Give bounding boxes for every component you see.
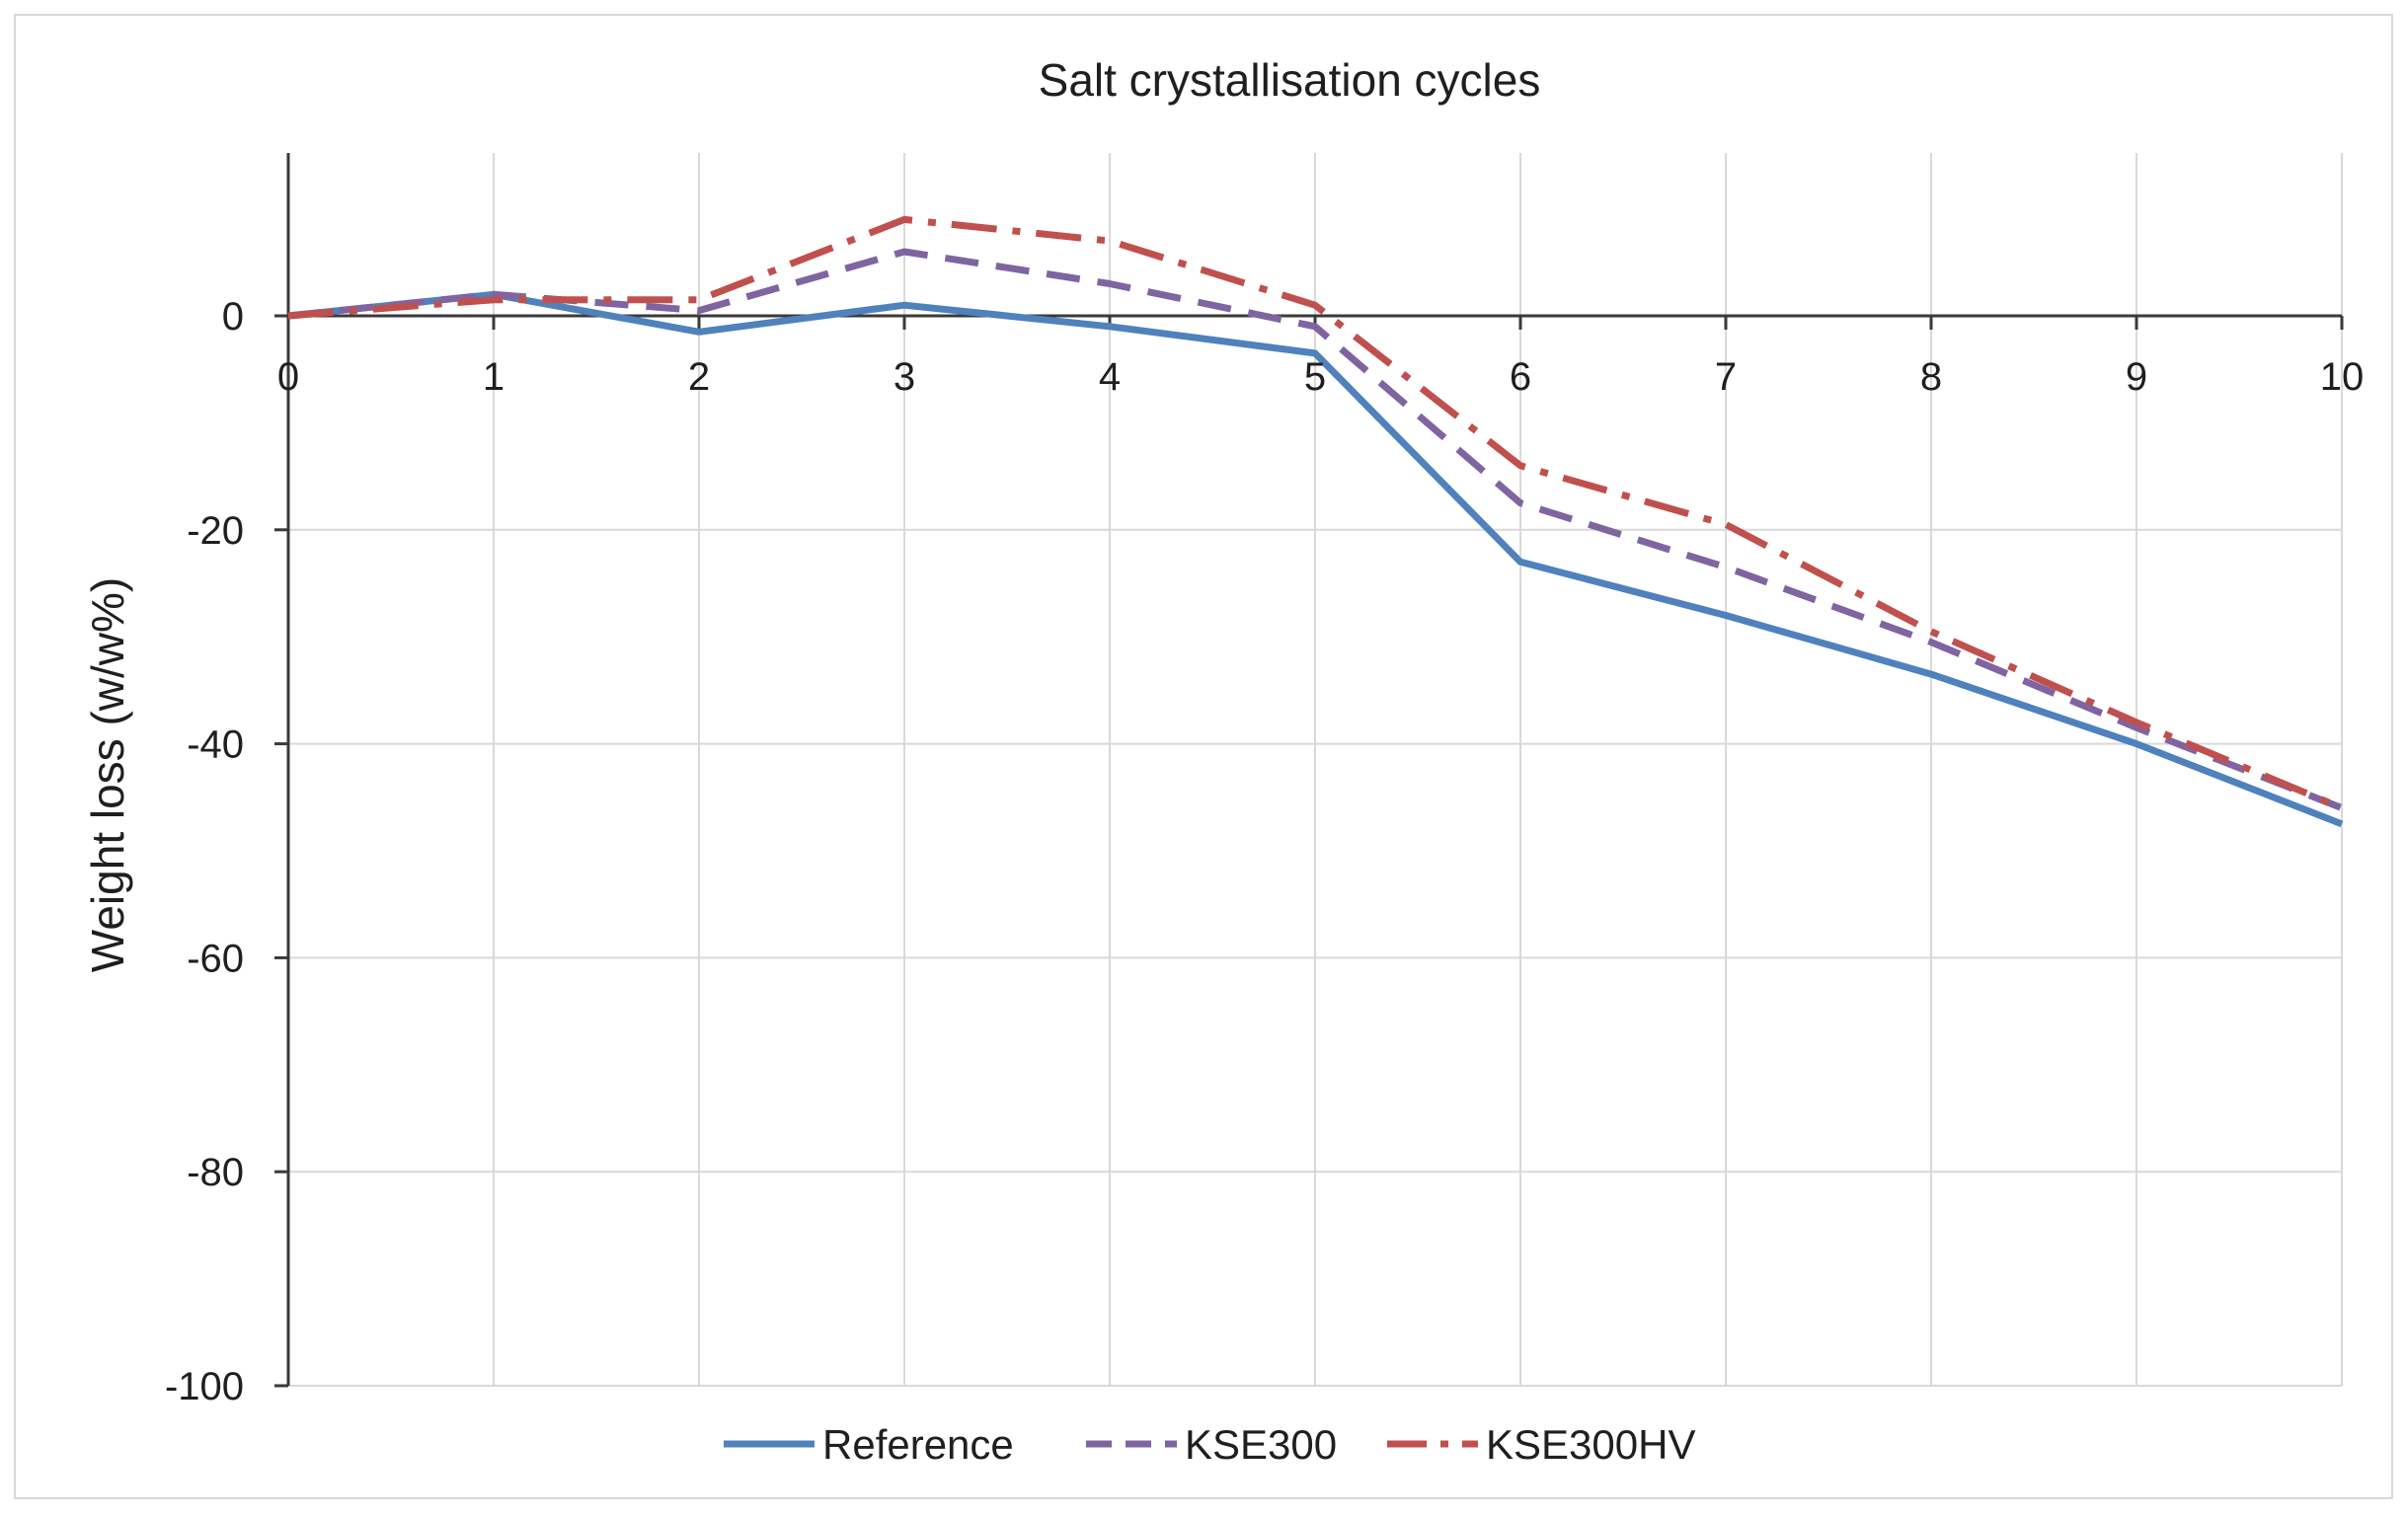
y-tick-label--60: -60 (187, 937, 244, 980)
x-tick-label-0: 0 (277, 355, 299, 399)
x-tick-label-6: 6 (1510, 355, 1531, 399)
y-tick-label--40: -40 (187, 723, 244, 767)
y-tick-label-0: 0 (222, 295, 244, 339)
series-line-kse300hv (287, 215, 2344, 811)
tick-labels: 0 1 2 3 4 5 6 7 8 9 10 0 -20 -40 -60 -80 -100 (165, 295, 2364, 1408)
x-tick-label-10: 10 (2320, 355, 2365, 399)
legend-label-kse300: KSE300 (1185, 1421, 1337, 1468)
x-tick-label-1: 1 (483, 355, 505, 399)
x-tick-label-2: 2 (688, 355, 710, 399)
x-tick-label-4: 4 (1099, 355, 1121, 399)
y-axis-label: Weight loss (w/w%) (82, 577, 133, 972)
gridlines (288, 153, 2343, 1387)
chart-frame (14, 14, 2393, 1499)
x-tick-label-7: 7 (1715, 355, 1737, 399)
x-tick-label-3: 3 (893, 355, 915, 399)
x-tick-label-8: 8 (1920, 355, 1942, 399)
series-line-kse300 (287, 248, 2344, 811)
series-group (287, 215, 2344, 828)
y-tick-label--20: -20 (187, 509, 244, 553)
x-tick-label-5: 5 (1304, 355, 1326, 399)
legend-label-kse300hv: KSE300HV (1486, 1421, 1695, 1468)
x-tick-label-9: 9 (2126, 355, 2147, 399)
y-tick-label--100: -100 (165, 1365, 244, 1408)
y-tick-label--80: -80 (187, 1151, 244, 1194)
chart-title: Salt crystallisation cycles (1039, 54, 1541, 106)
legend: Reference KSE300 KSE300HV (724, 1421, 1695, 1468)
legend-label-reference: Reference (822, 1421, 1014, 1468)
axes (274, 153, 2344, 1388)
series-line-reference (287, 290, 2344, 828)
